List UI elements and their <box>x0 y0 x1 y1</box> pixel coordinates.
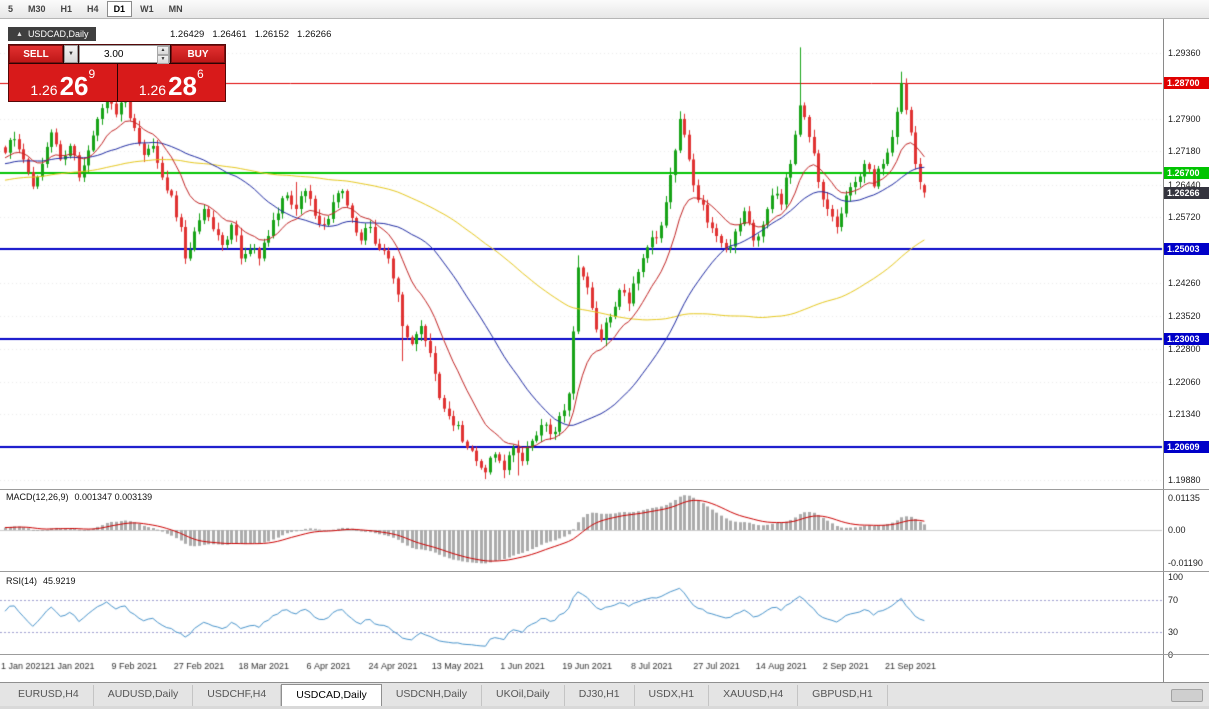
ohlc-close: 1.26266 <box>297 29 332 40</box>
price-axis-label: 1.23520 <box>1168 311 1201 322</box>
ohlc-open: 1.26429 <box>170 29 205 40</box>
timeframe-button-d1[interactable]: D1 <box>106 1 133 17</box>
tabbar-scrollbar[interactable] <box>1171 689 1203 702</box>
price-axis-label: 1.26440 <box>1168 179 1201 190</box>
price-axis-label: 1.24260 <box>1168 277 1201 288</box>
ohlc-low: 1.26152 <box>254 29 290 40</box>
price-axis-label: 1.25720 <box>1168 212 1201 223</box>
timeframe-button-mn[interactable]: MN <box>168 4 183 14</box>
rsi-value: 45.9219 <box>43 576 76 586</box>
chart-tab-usdcnh-daily[interactable]: USDCNH,Daily <box>382 685 482 706</box>
volume-value: 3.00 <box>104 48 124 60</box>
rsi-axis-label: 0 <box>1168 650 1174 660</box>
chart-tab-dj30-h1[interactable]: DJ30,H1 <box>565 685 635 706</box>
chart-tab-audusd-daily[interactable]: AUDUSD,Daily <box>94 685 194 706</box>
price-level-badge: 1.28700 <box>1164 76 1209 89</box>
price-chart-canvas[interactable] <box>0 19 1163 682</box>
volume-down-button[interactable]: ▼ <box>157 55 169 64</box>
rsi-axis-label: 70 <box>1168 595 1179 606</box>
caret-down-icon: ▼ <box>68 51 74 57</box>
macd-values: 0.001347 0.003139 <box>74 492 153 502</box>
price-level-badge: 1.20609 <box>1164 441 1209 454</box>
chart-tab-xauusd-h4[interactable]: XAUUSD,H4 <box>709 685 799 706</box>
macd-axis-label: 0.01135 <box>1168 493 1200 504</box>
sell-price-base: 1.26 <box>30 82 58 98</box>
timeframe-button-w1[interactable]: W1 <box>140 4 154 14</box>
date-axis-divider <box>0 654 1209 655</box>
timeframe-button-5[interactable]: 5 <box>8 4 14 14</box>
rsi-name: RSI(14) <box>6 576 38 586</box>
ohlc-high: 1.26461 <box>212 29 247 40</box>
chart-tab-usdx-h1[interactable]: USDX,H1 <box>635 685 710 706</box>
macd-caption: MACD(12,26,9) 0.001347 0.003139 <box>6 492 152 502</box>
chart-tab-gbpusd-h1[interactable]: GBPUSD,H1 <box>798 685 888 706</box>
macd-name: MACD(12,26,9) <box>6 492 69 502</box>
price-axis-label: 1.27900 <box>1168 113 1201 124</box>
one-click-trading-panel: SELL ▼ 3.00 ▲ ▼ BUY 1.26 26 9 1.26 28 <box>8 44 226 102</box>
chart-tabbar: EURUSD,H4 AUDUSD,Daily USDCHF,H4 USDCAD,Dai… <box>0 682 1209 706</box>
buy-button[interactable]: BUY <box>171 45 225 63</box>
timeframe-button-h4[interactable]: H4 <box>87 4 99 14</box>
chart-tab-usdchf-h4[interactable]: USDCHF,H4 <box>193 685 282 706</box>
price-level-badge: 1.26266 <box>1164 186 1209 199</box>
price-axis-label: 1.19880 <box>1168 474 1201 485</box>
timeframe-button-h1[interactable]: H1 <box>60 4 73 14</box>
price-axis-label: 1.22060 <box>1168 376 1201 387</box>
buy-price-base: 1.26 <box>138 82 167 98</box>
buy-price-button[interactable]: 1.26 28 6 <box>117 64 225 101</box>
collapse-panel-icon[interactable]: ▲ <box>16 30 23 38</box>
timeframe-toolbar: 5 M30 H1 H4 D1 W1 MN <box>0 0 1209 19</box>
sell-price-pipette: 9 <box>88 67 96 81</box>
buy-price-pips: 28 <box>168 71 197 101</box>
chart-tab-eurusd-h4[interactable]: EURUSD,H4 <box>4 685 94 706</box>
price-level-badge: 1.25003 <box>1164 243 1209 256</box>
volume-input[interactable]: 3.00 ▲ ▼ <box>79 45 170 64</box>
ohlc-readout: 1.26429 1.26461 1.26152 1.26266 <box>170 29 331 40</box>
rsi-caption: RSI(14) 45.9219 <box>6 576 76 586</box>
sell-button[interactable]: SELL <box>9 45 63 63</box>
sell-price-pips: 26 <box>59 71 89 101</box>
chart-tab-usdcad-daily[interactable]: USDCAD,Daily <box>281 684 382 706</box>
macd-axis-label: 0.00 <box>1168 524 1186 535</box>
chart-symbol-label: USDCAD,Daily <box>27 29 89 39</box>
price-axis-label: 1.27180 <box>1168 146 1201 157</box>
price-level-badge: 1.23003 <box>1164 333 1209 346</box>
panel-divider-rsi[interactable] <box>0 571 1209 572</box>
price-axis-label: 1.29360 <box>1168 48 1201 59</box>
volume-stepper: ▲ ▼ <box>157 46 169 64</box>
sell-price-button[interactable]: 1.26 26 9 <box>9 64 117 101</box>
rsi-axis-label: 30 <box>1168 626 1179 637</box>
price-axis-label: 1.22800 <box>1168 343 1201 354</box>
timeframe-button-m30[interactable]: M30 <box>28 4 46 14</box>
one-click-panel-header[interactable]: ▲ USDCAD,Daily <box>8 27 97 41</box>
price-axis-label: 1.21340 <box>1168 409 1201 420</box>
chart-tab-ukoil-daily[interactable]: UKOil,Daily <box>482 685 565 706</box>
price-axis: 1.29360 1.27900 1.27180 1.26440 1.25720 1.242… <box>1163 19 1209 682</box>
panel-divider-macd[interactable] <box>0 489 1209 490</box>
window-bottom-edge <box>0 706 1209 709</box>
rsi-axis-label: 100 <box>1168 571 1184 582</box>
volume-dropdown-button[interactable]: ▼ <box>64 45 78 63</box>
macd-axis-label: -0.01190 <box>1168 558 1203 569</box>
volume-up-button[interactable]: ▲ <box>157 46 169 55</box>
buy-price-pipette: 6 <box>196 67 204 81</box>
price-level-badge: 1.26700 <box>1164 166 1209 179</box>
